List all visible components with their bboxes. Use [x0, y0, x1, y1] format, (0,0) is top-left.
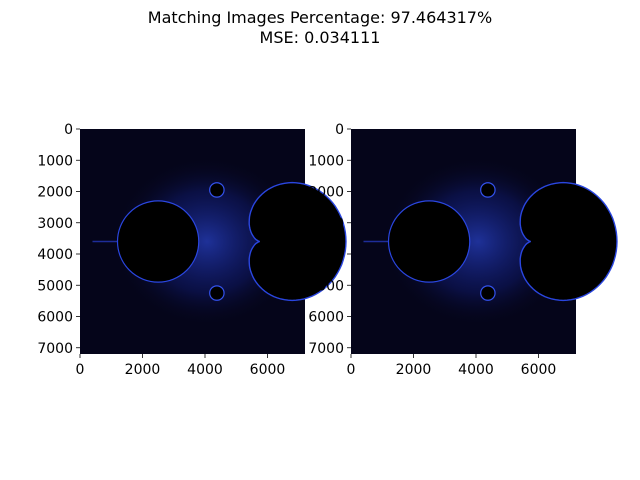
y-tick-label: 2000: [37, 185, 73, 201]
set-halo: [382, 156, 573, 327]
y-tick-label: 5000: [37, 278, 73, 294]
y-tick-label: 6000: [37, 310, 73, 326]
period2-bulb: [116, 200, 200, 283]
y-tick-label: 6000: [308, 310, 344, 326]
y-tick-label: 7000: [37, 341, 73, 357]
x-tick-label: 0: [76, 362, 85, 378]
top-bulb: [480, 182, 496, 198]
x-tick-label: 2000: [125, 362, 161, 378]
figure-title-line2: MSE: 0.034111: [259, 28, 381, 47]
x-tick-label: 0: [347, 362, 356, 378]
y-tick-label: 5000: [308, 278, 344, 294]
y-tick-label: 1000: [308, 153, 344, 169]
x-tick-label: 4000: [187, 362, 223, 378]
period2-bulb: [387, 200, 471, 283]
image-panel-1: 0 2000 4000 6000 0 1000 2000 3000 4000 5000 6000 70…: [37, 122, 347, 378]
y-tick-label: 3000: [37, 216, 73, 232]
image-panel-2: 0 2000 4000 6000 0 1000 2000 3000 4000 5000 6000 70…: [308, 122, 618, 378]
y-tick-label: 3000: [308, 216, 344, 232]
y-tick-label: 0: [64, 122, 73, 138]
top-bulb: [209, 182, 225, 198]
x-tick-label: 2000: [396, 362, 432, 378]
y-tick-label: 1000: [37, 153, 73, 169]
figure-title-line1: Matching Images Percentage: 97.464317%: [147, 8, 493, 27]
y-tick-label: 4000: [308, 247, 344, 263]
y-tick-label: 4000: [37, 247, 73, 263]
set-halo: [111, 156, 302, 327]
y-tick-label: 0: [335, 122, 344, 138]
x-tick-label: 6000: [521, 362, 557, 378]
main-cardioid: [248, 181, 347, 302]
y-tick-label: 7000: [308, 341, 344, 357]
x-tick-label: 4000: [458, 362, 494, 378]
bottom-bulb: [209, 285, 225, 301]
main-cardioid: [519, 181, 618, 302]
y-tick-label: 2000: [308, 185, 344, 201]
bottom-bulb: [480, 285, 496, 301]
x-tick-label: 6000: [250, 362, 286, 378]
